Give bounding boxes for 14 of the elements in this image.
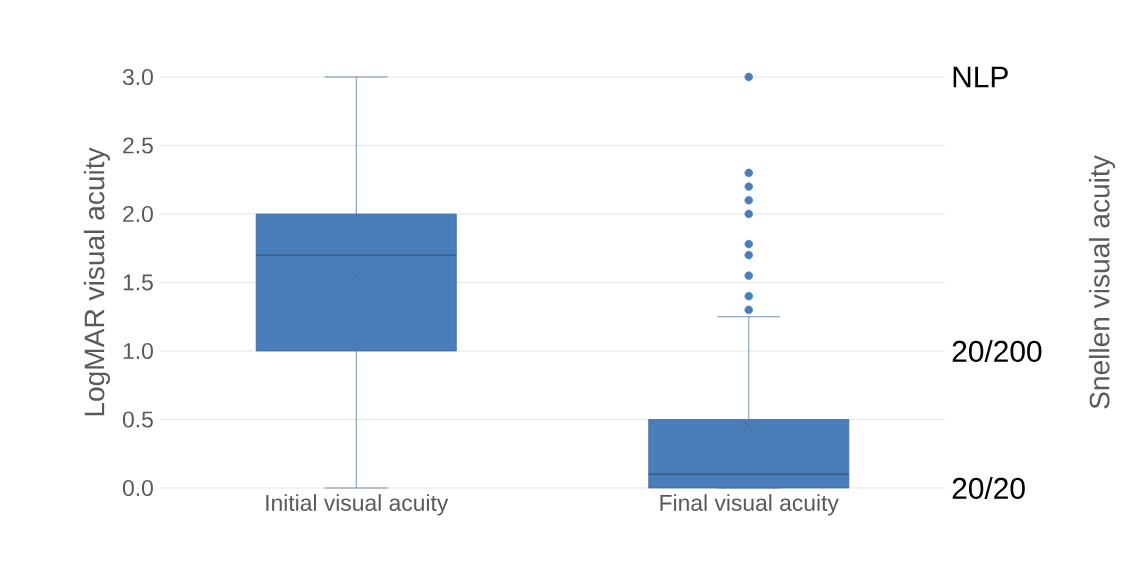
y-tick-label: 0.0 (122, 479, 153, 497)
y-tick-label: 3.0 (122, 68, 153, 86)
text: Snellen visual acuity (1088, 155, 1116, 409)
x-tick-label: Final visual acuity (660, 494, 839, 516)
y-axis-title: LogMAR visual acuity (83, 147, 110, 416)
y-tick-label: 1.0 (123, 342, 153, 360)
text: 20/20 (952, 477, 1025, 499)
y-tick-label: 2.5 (123, 137, 153, 154)
y-tick-label: 0.5 (122, 411, 153, 428)
text: NLP (953, 66, 1008, 88)
x-tick-label: Initial visual acuity (266, 494, 449, 516)
text: 20/200 (952, 340, 1042, 362)
y-tick-label: 2.0 (123, 205, 153, 223)
y-tick-label: 1.5 (123, 274, 153, 291)
